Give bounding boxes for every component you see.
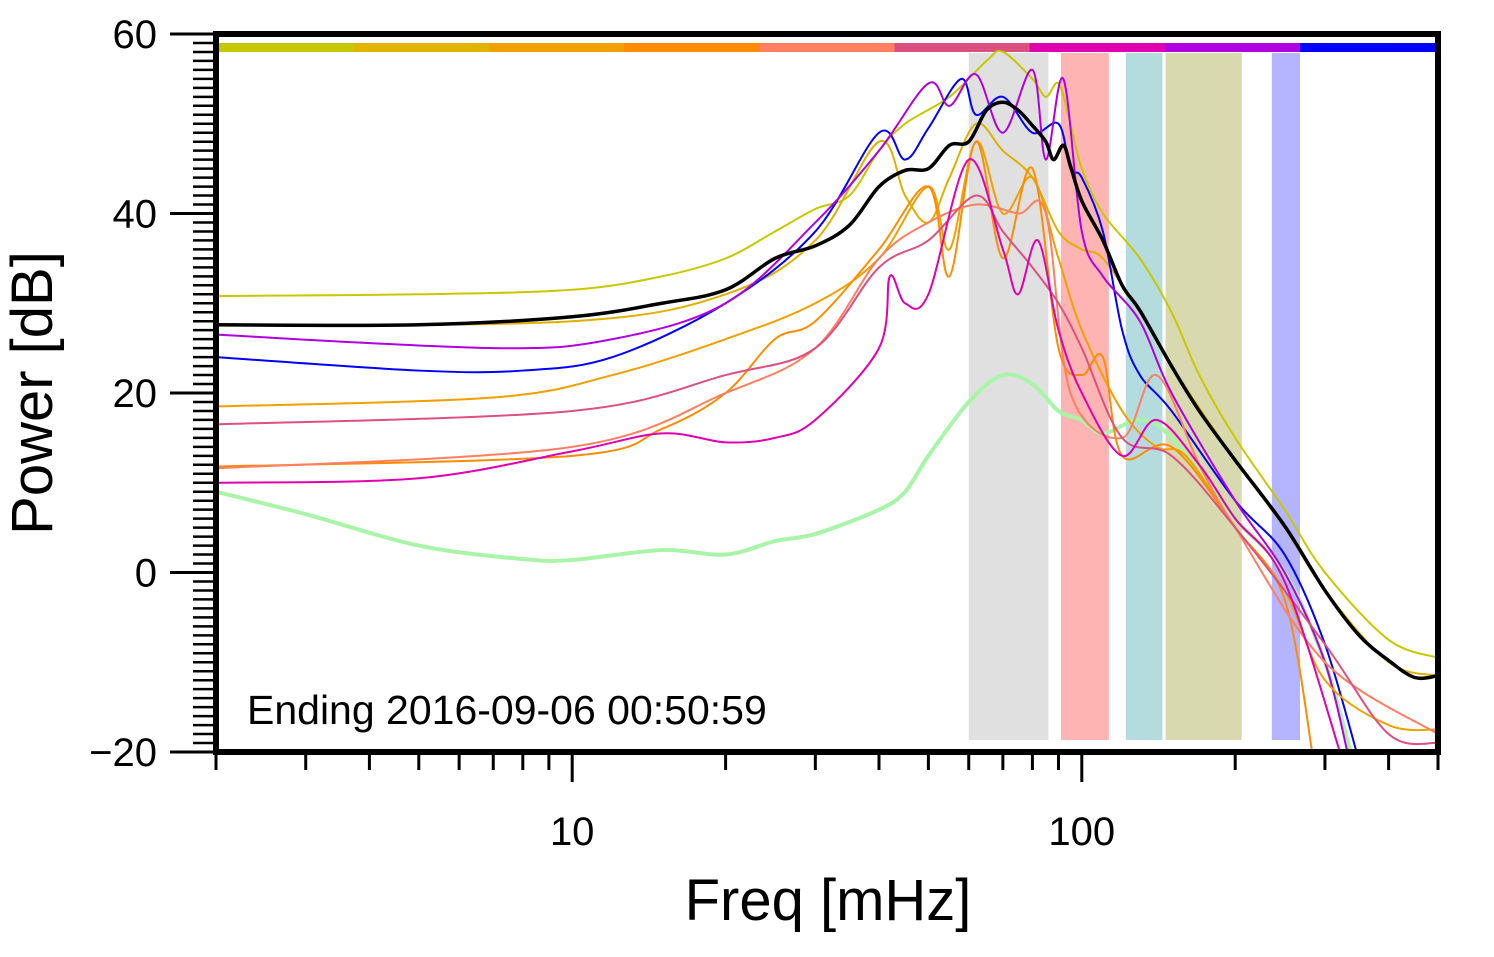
color-bar-segment-7 (1164, 43, 1301, 52)
color-bar-segment-1 (354, 43, 490, 52)
frequency-bands (968, 53, 1300, 740)
series-mean (216, 100, 1438, 681)
band-0 (968, 53, 1049, 740)
series-light-green (216, 372, 1353, 752)
series-dark-orange (216, 140, 1314, 752)
annotation-text: Ending 2016-09-06 00:50:59 (247, 687, 767, 733)
band-2 (1125, 53, 1163, 740)
color-bar-segment-4 (759, 43, 896, 52)
color-bar-segment-2 (489, 43, 625, 52)
series-magenta (216, 158, 1341, 752)
band-3 (1165, 53, 1242, 740)
color-bar-segment-6 (1029, 43, 1166, 52)
tick-labels: 60 40 20 0 −20 10 100 (89, 13, 1115, 854)
x-axis-title: Freq [mHz] (685, 868, 972, 933)
band-4 (1271, 53, 1300, 740)
y-tick-label: 20 (113, 372, 158, 416)
series-blue (216, 77, 1358, 752)
series-salmon (216, 199, 1438, 735)
series-purple (216, 68, 1349, 752)
series-lines (216, 50, 1438, 752)
x-tick-label: 100 (1048, 810, 1115, 854)
axis-ticks (170, 32, 1440, 782)
plot-frame (213, 31, 1441, 755)
color-bar-segment-3 (624, 43, 760, 52)
y-tick-label: 60 (113, 13, 158, 57)
series-yellow-green (216, 50, 1438, 659)
x-tick-label: 10 (550, 810, 595, 854)
top-color-bar (219, 43, 1436, 52)
color-bar-segment-5 (894, 43, 1031, 52)
color-bar-segment-8 (1299, 43, 1436, 52)
series-orange (216, 140, 1438, 732)
y-tick-label: 40 (113, 193, 158, 237)
y-tick-label: −20 (89, 731, 157, 775)
color-bar-segment-0 (219, 43, 355, 52)
y-tick-label: 0 (135, 552, 157, 596)
y-axis-title: Power [dB] (0, 251, 65, 535)
series-pink (216, 194, 1438, 746)
